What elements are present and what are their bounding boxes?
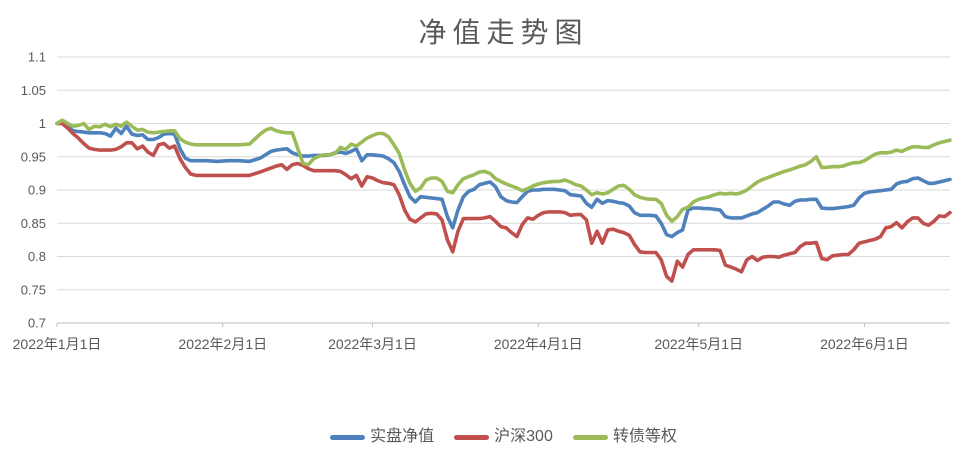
series-line-actual-nav	[55, 121, 952, 239]
chart-title: 净值走势图	[418, 16, 589, 49]
legend-item-actual-nav: 实盘净值	[330, 429, 434, 445]
legend-swatch-cb-equal-weight	[572, 434, 608, 440]
legend-item-csi300: 沪深300	[454, 429, 553, 445]
y-tick-label: 0.7	[28, 316, 46, 331]
legend-item-cb-equal-weight: 转债等权	[572, 428, 677, 445]
x-tick-label: 2022年2月1日	[178, 336, 267, 352]
y-tick-label: 0.85	[21, 216, 46, 231]
legend-swatch-actual-nav	[330, 434, 366, 440]
y-tick-label: 1	[39, 116, 46, 131]
x-tick-label: 2022年4月1日	[494, 336, 583, 352]
y-tick-label: 1.1	[28, 50, 46, 65]
y-tick-label: 0.75	[21, 282, 46, 297]
legend-label-actual-nav: 实盘净值	[370, 428, 435, 445]
series-line-cb-equal-weight	[55, 118, 952, 224]
x-tick-label: 2022年6月1日	[820, 336, 909, 352]
legend-label-csi300: 沪深300	[494, 428, 553, 445]
y-tick-label: 0.8	[28, 249, 46, 264]
x-tick-label: 2022年1月1日	[13, 336, 102, 352]
x-tick-label: 2022年3月1日	[328, 336, 417, 352]
legend-label-cb-equal-weight: 转债等权	[612, 428, 677, 445]
legend: 实盘净值 沪深300 转债等权	[57, 429, 950, 445]
y-tick-label: 1.05	[21, 83, 46, 98]
y-tick-label: 0.95	[21, 149, 46, 164]
x-tick-label: 2022年5月1日	[654, 336, 743, 352]
legend-swatch-csi300	[454, 434, 490, 440]
y-tick-label: 0.9	[28, 183, 46, 198]
chart-svg: 1.1 1.05 1 0.95 0.9 0.85 0.8 0.75 0.7 2022年1月1日 20…	[13, 50, 952, 352]
series-line-csi300	[55, 121, 952, 283]
